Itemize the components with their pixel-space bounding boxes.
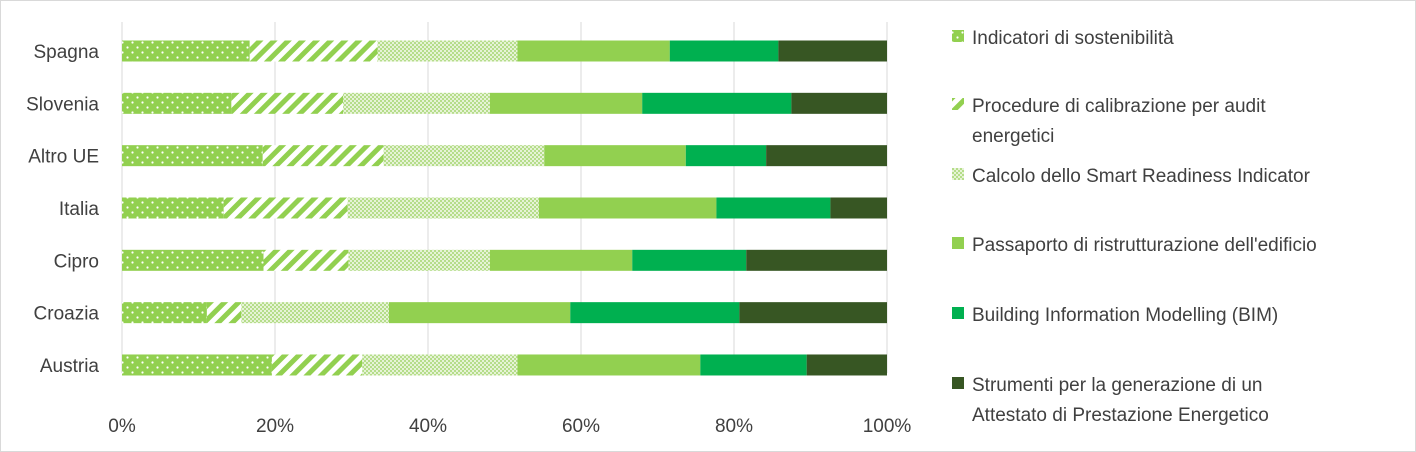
bar-segment (791, 92, 887, 114)
category-label: Slovenia (26, 94, 99, 115)
bar-segment (347, 197, 539, 219)
bar-segment (642, 92, 792, 114)
bar-segment (122, 249, 264, 271)
legend-label: Building Information Modelling (BIM) (972, 305, 1278, 326)
legend-swatch (952, 237, 964, 249)
bar-segment (489, 249, 633, 271)
legend-label: Passaporto di ristrutturazione dell'edif… (972, 235, 1317, 256)
category-label: Altro UE (28, 147, 99, 168)
bar-segment (806, 354, 887, 376)
legend: Indicatori di sostenibilità Procedure di … (952, 28, 1317, 426)
legend-label: Calcolo dello Smart Readiness Indicator (972, 166, 1311, 187)
bar-segment (122, 145, 263, 167)
bar-segment (122, 40, 250, 62)
bar-segment (223, 197, 348, 219)
bar-segment (122, 302, 207, 324)
bar-segment (343, 92, 490, 114)
bar-segment (348, 249, 490, 271)
bar-segment (206, 302, 242, 324)
x-tick-label: 0% (108, 416, 136, 437)
legend-swatch (952, 307, 964, 319)
bar-segment (122, 197, 224, 219)
bar-segment (122, 354, 272, 376)
bar-segment (249, 40, 378, 62)
legend-swatch (952, 98, 964, 110)
bar-segment (122, 92, 232, 114)
category-label: Austria (40, 356, 100, 377)
x-tick-label: 80% (715, 416, 753, 437)
x-tick-label: 100% (863, 416, 912, 437)
bar-segment (766, 145, 887, 167)
legend-label: Procedure di calibrazione per audit (972, 96, 1266, 117)
bar-segment (517, 354, 701, 376)
bar-segment (377, 40, 518, 62)
legend-swatch (952, 30, 964, 42)
legend-label: Indicatori di sostenibilità (972, 28, 1174, 49)
bars (122, 40, 887, 376)
bar-segment (544, 145, 686, 167)
bar-segment (362, 354, 518, 376)
bar-segment (262, 145, 384, 167)
bar-segment (489, 92, 643, 114)
x-tick-label: 40% (409, 416, 447, 437)
bar-segment (669, 40, 779, 62)
category-label: Spagna (33, 42, 99, 63)
legend-label: energetici (972, 126, 1054, 147)
x-tick-label: 20% (256, 416, 294, 437)
bar-segment (517, 40, 670, 62)
legend-label: Strumenti per la generazione di un (972, 375, 1262, 396)
bar-segment (685, 145, 767, 167)
bar-segment (830, 197, 887, 219)
bar-segment (746, 249, 887, 271)
bar-segment (383, 145, 545, 167)
bar-segment (570, 302, 740, 324)
bar-segment (231, 92, 344, 114)
category-label: Cipro (54, 251, 99, 272)
bar-segment (241, 302, 389, 324)
legend-swatch (952, 377, 964, 389)
bar-segment (271, 354, 363, 376)
category-label: Italia (59, 199, 100, 220)
x-tick-label: 60% (562, 416, 600, 437)
bar-segment (388, 302, 571, 324)
bar-segment (716, 197, 831, 219)
bar-segment (739, 302, 887, 324)
category-labels: Spagna Slovenia Altro UE Italia Cipro Croazia… (26, 42, 99, 377)
x-tick-labels: 0% 20% 40% 60% 80% 100% (108, 416, 911, 437)
bar-segment (538, 197, 717, 219)
category-label: Croazia (34, 304, 100, 325)
legend-swatch (952, 168, 964, 180)
bar-segment (700, 354, 807, 376)
legend-label: Attestato di Prestazione Energetico (972, 405, 1269, 426)
bar-segment (778, 40, 887, 62)
bar-segment (263, 249, 349, 271)
bar-segment (632, 249, 747, 271)
